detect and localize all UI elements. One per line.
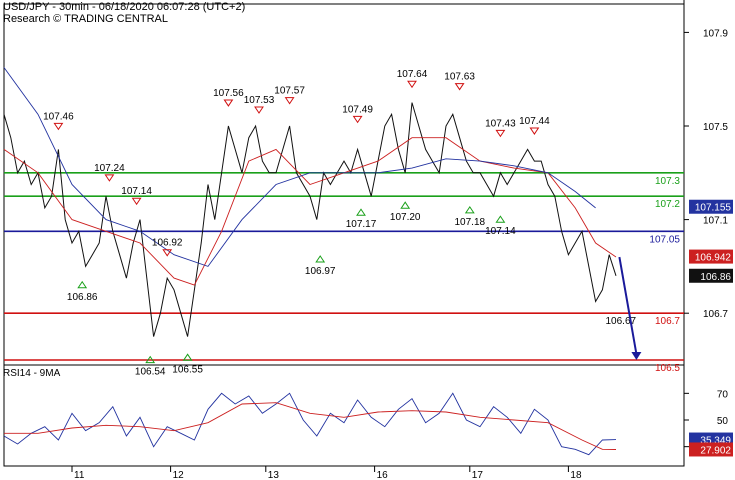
swing-low-marker [77,280,88,289]
forecast-arrow [618,256,642,360]
swing-low-marker [464,205,475,214]
rsi-tick-label: 70 [717,389,729,400]
swing-high-marker [53,122,64,131]
level-label: 106.7 [655,316,680,327]
price-badge [689,268,733,283]
date-tick-label: 12 [173,470,185,480]
price-series [3,67,617,337]
level-label: 107.3 [655,176,680,187]
swing-high-marker [254,106,264,114]
swing-low-label: 106.86 [67,292,98,303]
swing-low-marker [356,208,366,216]
swing-high-marker [284,97,295,105]
swing-high-marker [223,99,234,107]
level-label: 107.05 [649,234,680,245]
rsi-badge-label: 35.349 [700,436,731,447]
price-tick-label: 107.5 [703,122,728,133]
date-tick-label: 18 [570,470,582,480]
swing-high-label: 107.43 [485,118,516,129]
swing-high-label: 106.92 [152,238,183,249]
price-line [3,102,617,337]
date-tick-label: 16 [377,470,389,480]
last-low-label: 106.67 [606,316,637,327]
swing-high-label: 107.56 [213,88,244,99]
swing-high-marker [495,129,506,138]
swing-low-marker [145,355,156,364]
forecast-arrow-head [631,352,642,360]
swing-high-label: 107.46 [43,111,74,122]
date-axis: 11 12 13 16 17 18 [71,466,582,480]
price-tick-label: 106.7 [703,309,728,320]
ma-fast-line [3,137,617,286]
swing-high-label: 107.44 [519,116,550,127]
swing-low-label: 106.54 [135,367,166,378]
date-tick-label: 17 [472,470,484,480]
rsi-line [3,392,617,456]
forecast-arrow-shaft [618,256,638,355]
rsi-ma-line [4,402,617,450]
swing-high-label: 107.57 [274,86,305,97]
swing-low-label: 107.18 [455,217,486,228]
swing-high-marker [162,249,173,257]
swing-markers: 107.46107.24107.14106.92107.56107.53107.… [43,69,636,377]
date-tick-label: 13 [268,470,280,480]
swing-high-marker [131,197,142,206]
swing-low-label: 107.14 [485,226,516,237]
swing-high-marker [352,115,363,124]
price-badge [689,199,733,214]
rsi-badge [689,442,733,457]
price-badge [689,249,733,264]
rsi-label: RSI14 - 9MA [3,368,61,379]
swing-low-marker [182,353,193,361]
price-badge-label: 106.86 [700,272,731,283]
swing-low-label: 107.20 [390,212,421,223]
price-axis: 107.9 107.5 107.1 106.7 [684,28,728,320]
level-label: 106.5 [655,363,680,374]
swing-high-marker [529,127,540,135]
swing-high-label: 107.24 [94,163,125,174]
swing-high-label: 107.53 [244,95,275,106]
main-plot-frame [3,3,685,366]
swing-high-marker [104,174,115,182]
rsi-plot-frame [3,364,685,467]
chart-title: USD/JPY - 30min - 06/18/2020 06:07:28 (U… [3,1,246,13]
swing-high-marker [454,83,465,91]
rsi-badge-label: 27.902 [700,445,731,456]
swing-high-label: 107.14 [121,186,152,197]
chart-source: Research © TRADING CENTRAL [3,13,168,25]
price-badge-label: 107.155 [695,203,732,214]
price-badges: 107.155 106.942 106.86 [689,199,733,283]
swing-low-label: 107.17 [346,219,377,230]
swing-high-marker [407,80,417,89]
swing-low-marker [400,201,411,209]
ma-slow-line [3,67,596,267]
swing-low-marker [315,255,326,263]
price-tick-label: 107.1 [703,216,728,227]
price-badge-label: 106.942 [695,253,732,264]
swing-high-label: 107.49 [342,104,373,115]
price-tick-label: 107.9 [703,28,728,39]
swing-high-label: 107.64 [397,69,428,80]
swing-high-label: 107.63 [444,72,475,83]
swing-low-label: 106.55 [172,364,203,375]
swing-low-label: 106.97 [305,266,336,277]
rsi-tick-label: 50 [717,416,729,427]
date-tick-label: 11 [74,470,85,480]
swing-low-marker [495,215,506,223]
level-label: 107.2 [655,199,680,210]
support-resistance-levels: 107.3 107.2 107.05 106.7 106.5 [4,172,684,374]
